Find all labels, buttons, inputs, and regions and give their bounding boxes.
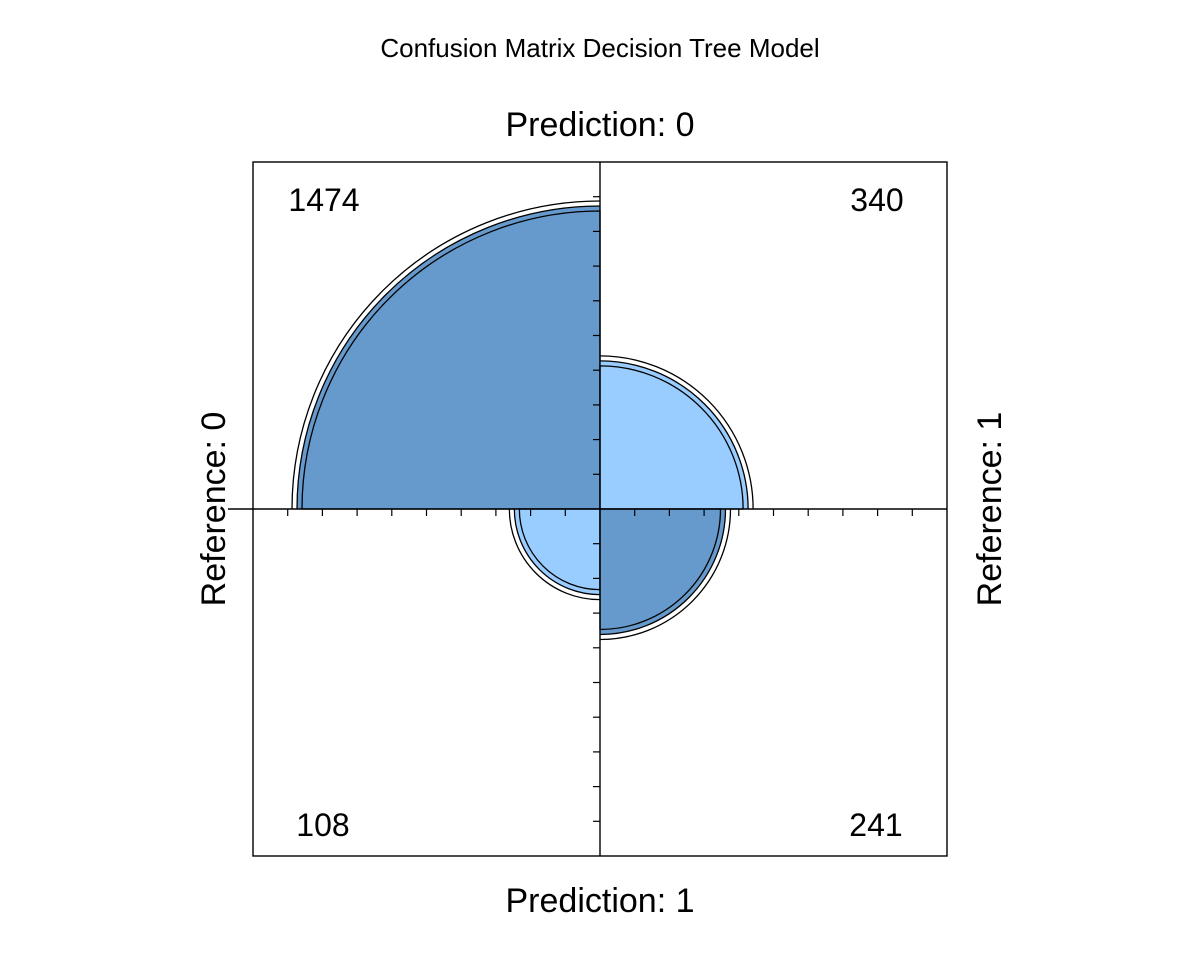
confidence-ring-outer-top-right: [599, 355, 754, 510]
sector-top-left: [301, 210, 601, 510]
sector-bottom-left: [518, 508, 601, 591]
left-label: Reference: 0: [195, 412, 233, 607]
confidence-ring-inner-top-left: [296, 205, 601, 510]
right-label: Reference: 1: [971, 412, 1009, 607]
chart-title: Confusion Matrix Decision Tree Model: [380, 33, 819, 63]
plot-area: [228, 161, 948, 857]
sector-top-right: [599, 365, 744, 510]
cell-label-top-right: 340: [850, 182, 903, 218]
cell-label-bottom-right: 241: [849, 807, 902, 843]
cell-label-top-left: 1474: [288, 182, 359, 218]
top-label: Prediction: 0: [506, 106, 695, 144]
confidence-ring-outer-bottom-left: [508, 508, 601, 601]
confidence-ring-inner-bottom-left: [513, 508, 601, 596]
cell-label-bottom-left: 108: [296, 807, 349, 843]
sector-bottom-right: [599, 508, 722, 631]
confidence-ring-outer-top-left: [291, 200, 601, 510]
confidence-ring-inner-bottom-right: [599, 508, 727, 636]
bottom-label: Prediction: 1: [506, 882, 695, 920]
confidence-ring-inner-top-right: [599, 360, 749, 510]
confidence-ring-outer-bottom-right: [599, 508, 732, 641]
